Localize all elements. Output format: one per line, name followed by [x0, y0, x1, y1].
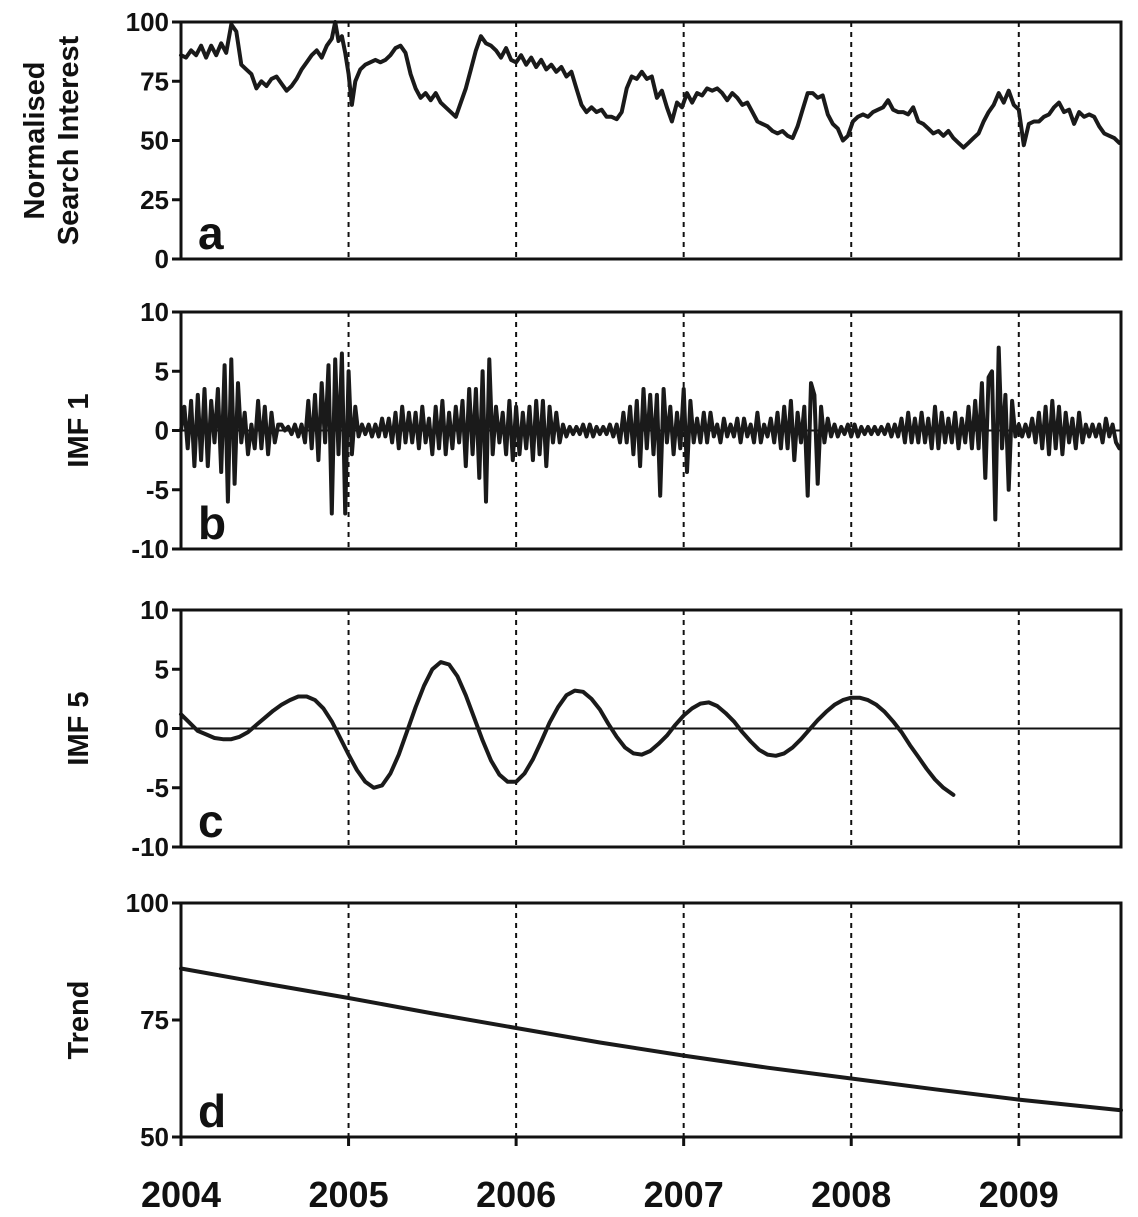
x-tick-label: 2006	[476, 1174, 556, 1215]
panel-letter: c	[198, 795, 224, 847]
y-tick-label: -10	[131, 832, 169, 862]
y-tick-label: 10	[140, 297, 169, 327]
y-tick-label: 5	[155, 654, 169, 684]
y-tick-label: 0	[155, 714, 169, 744]
y-tick-label: -10	[131, 534, 169, 564]
y-axis-label: Trend	[63, 981, 95, 1060]
x-tick-label: 2008	[811, 1174, 891, 1215]
y-tick-label: 100	[126, 7, 169, 37]
x-tick-label: 2007	[644, 1174, 724, 1215]
series-line	[179, 966, 1123, 1113]
x-tick-label: 2009	[979, 1174, 1059, 1215]
plot-frame	[179, 901, 1123, 1139]
y-tick-label: 10	[140, 595, 169, 625]
y-tick-label: 100	[126, 888, 169, 918]
y-tick-label: 50	[140, 126, 169, 156]
panel-b: -10 -5 0 5 10 IMF 1 b	[63, 297, 1123, 564]
y-tick-label: 0	[155, 244, 169, 274]
panel-letter: d	[198, 1085, 226, 1137]
panel-letter: a	[198, 207, 224, 259]
y-tick-label: 75	[140, 1005, 169, 1035]
y-axis-label: Search Interest	[53, 35, 85, 245]
x-tick-label: 2005	[309, 1174, 389, 1215]
y-axis-label: IMF 5	[63, 691, 95, 765]
series-line	[179, 660, 956, 797]
y-tick-label: -5	[146, 475, 169, 505]
x-tick-label: 2004	[141, 1174, 221, 1215]
panel-a: 0 25 50 75 100 Normalised Search Interest a	[19, 7, 1123, 274]
y-tick-label: 75	[140, 66, 169, 96]
panel-c: -10 -5 0 5 10 IMF 5 c	[63, 595, 1123, 862]
series-line	[179, 20, 1122, 150]
series-line	[179, 345, 1122, 522]
y-axis-label: Normalised	[19, 62, 51, 220]
panel-d: 50 75 100 Trend d 2004 2005 2006 2007 2008 2009	[63, 888, 1123, 1215]
y-tick-label: -5	[146, 773, 169, 803]
y-tick-label: 5	[155, 356, 169, 386]
panel-letter: b	[198, 497, 226, 549]
y-tick-label: 0	[155, 416, 169, 446]
y-axis-label: IMF 1	[63, 393, 95, 467]
y-tick-label: 25	[140, 185, 169, 215]
y-tick-label: 50	[140, 1122, 169, 1152]
